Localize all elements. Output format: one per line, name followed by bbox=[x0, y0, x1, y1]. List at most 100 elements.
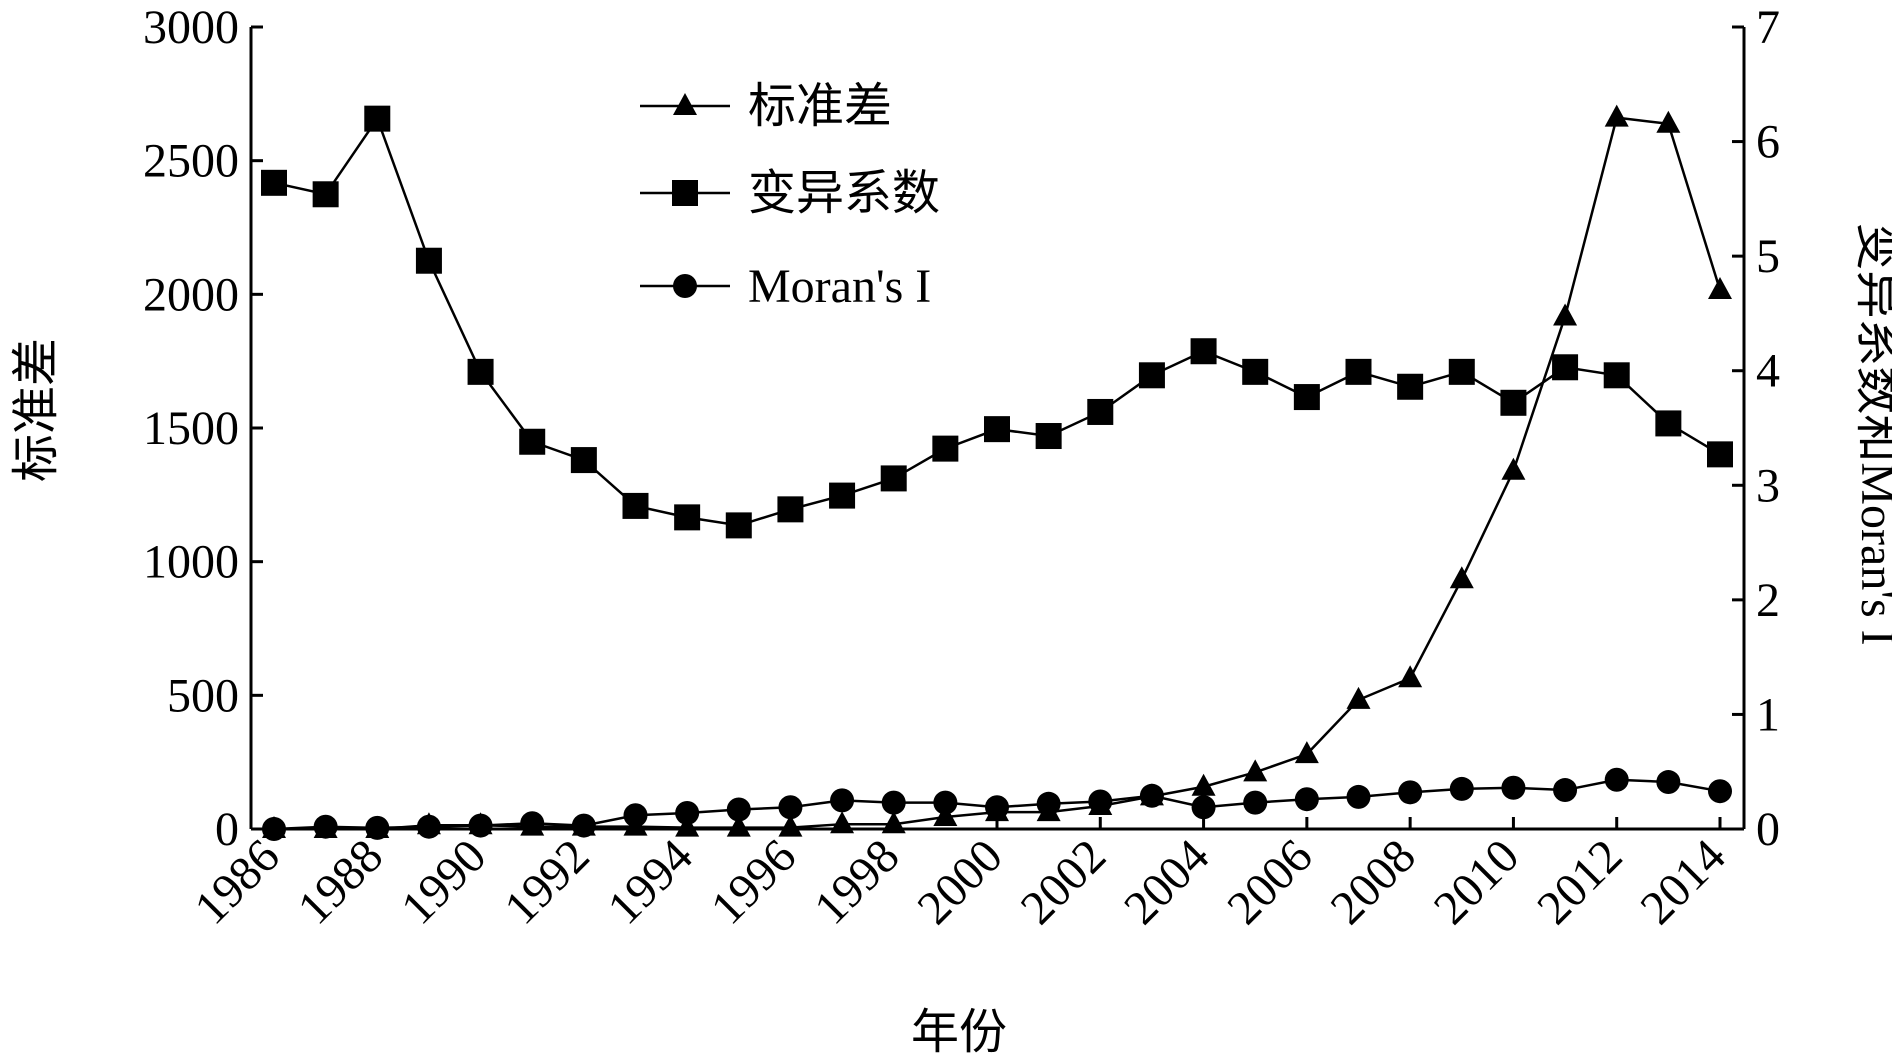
circle-marker bbox=[1604, 767, 1629, 792]
square-marker bbox=[725, 512, 752, 539]
y-tick-label: 1000 bbox=[143, 536, 239, 589]
y-tick-label: 2000 bbox=[143, 268, 239, 321]
circle-marker bbox=[1243, 790, 1268, 815]
circle-marker bbox=[1708, 779, 1732, 804]
y-tick-label: 1500 bbox=[143, 402, 239, 455]
y2-tick-label: 7 bbox=[1756, 1, 1780, 54]
square-marker bbox=[1293, 384, 1320, 411]
circle-marker bbox=[313, 814, 338, 839]
triangle-marker bbox=[1398, 665, 1423, 688]
square-marker bbox=[829, 482, 856, 509]
square-marker bbox=[415, 247, 442, 274]
triangle-marker bbox=[1501, 457, 1526, 480]
y-tick-label: 2500 bbox=[143, 135, 239, 188]
square-marker bbox=[1190, 338, 1217, 365]
y2-tick-label: 4 bbox=[1756, 345, 1780, 398]
circle-marker bbox=[571, 813, 596, 838]
y2-tick-label: 6 bbox=[1756, 116, 1780, 169]
legend-marker bbox=[672, 180, 698, 206]
square-marker bbox=[1448, 358, 1475, 385]
circle-marker bbox=[1294, 787, 1319, 812]
triangle-marker bbox=[726, 814, 751, 837]
x-tick-label: 1986 bbox=[184, 829, 289, 934]
y2-tick-label: 3 bbox=[1756, 459, 1780, 512]
square-marker bbox=[880, 465, 907, 492]
x-tick-label: 2004 bbox=[1114, 829, 1219, 934]
legend-label: Moran's I bbox=[748, 260, 931, 313]
series-line bbox=[273, 115, 1721, 527]
square-marker bbox=[519, 428, 546, 455]
x-tick-label: 2014 bbox=[1630, 829, 1735, 934]
triangle-marker bbox=[881, 811, 906, 834]
square-marker bbox=[467, 358, 494, 385]
square-marker bbox=[1138, 362, 1165, 389]
circle-marker bbox=[1449, 776, 1474, 801]
circle-marker bbox=[1501, 775, 1526, 800]
square-marker bbox=[312, 181, 339, 208]
legend-label: 标准差 bbox=[748, 80, 892, 133]
series-line bbox=[274, 116, 1722, 831]
y2-tick-label: 0 bbox=[1756, 803, 1780, 856]
circle-marker bbox=[1553, 778, 1578, 803]
square-marker bbox=[261, 169, 287, 196]
triangle-marker bbox=[1449, 566, 1474, 589]
x-axis-label: 年份 bbox=[911, 1006, 1007, 1059]
square-marker bbox=[570, 447, 597, 474]
triangle-marker bbox=[1191, 773, 1216, 796]
circle-marker bbox=[830, 788, 855, 813]
circle-marker bbox=[1139, 783, 1164, 808]
x-tick-label: 1994 bbox=[598, 829, 703, 934]
legend-marker bbox=[673, 93, 697, 115]
circle-marker bbox=[1346, 784, 1371, 809]
triangle-marker bbox=[1656, 110, 1681, 133]
circle-marker bbox=[726, 797, 751, 822]
square-marker bbox=[1035, 423, 1062, 450]
legend-label: 变异系数 bbox=[748, 167, 940, 220]
circle-marker bbox=[262, 817, 286, 841]
circle-marker bbox=[365, 815, 390, 840]
triangle-marker bbox=[1346, 686, 1371, 709]
y-tick-label: 500 bbox=[167, 669, 239, 722]
square-marker bbox=[1552, 354, 1579, 381]
x-tick-label: 1996 bbox=[701, 829, 806, 934]
square-marker bbox=[1345, 358, 1372, 385]
circle-marker bbox=[985, 795, 1009, 820]
x-tick-label: 1998 bbox=[804, 829, 909, 934]
triangle-marker bbox=[1243, 759, 1268, 782]
square-marker bbox=[777, 496, 804, 523]
x-tick-label: 1992 bbox=[494, 829, 599, 934]
square-marker bbox=[1707, 441, 1733, 468]
square-marker bbox=[1603, 362, 1630, 389]
y2-tick-label: 1 bbox=[1756, 688, 1780, 741]
circle-marker bbox=[1656, 770, 1681, 795]
triangle-marker bbox=[1294, 741, 1319, 764]
circle-marker bbox=[1191, 795, 1216, 820]
square-marker bbox=[1087, 398, 1114, 425]
x-tick-label: 2008 bbox=[1321, 829, 1426, 934]
square-marker bbox=[1655, 410, 1682, 437]
triangle-marker bbox=[1708, 277, 1732, 300]
circle-marker bbox=[881, 790, 906, 815]
square-marker bbox=[932, 435, 959, 462]
triangle-marker bbox=[830, 811, 855, 834]
x-tick-label: 2000 bbox=[907, 829, 1012, 934]
y2-tick-label: 5 bbox=[1756, 230, 1780, 283]
circle-marker bbox=[933, 790, 958, 815]
triangle-marker bbox=[1604, 104, 1629, 127]
y2-tick-label: 2 bbox=[1756, 574, 1780, 627]
circle-marker bbox=[520, 811, 545, 836]
legend-marker bbox=[673, 274, 697, 298]
circle-marker bbox=[1088, 789, 1113, 814]
triangle-marker bbox=[778, 814, 803, 837]
y-axis-label: 标准差 bbox=[10, 338, 63, 482]
triangle-marker bbox=[1553, 303, 1578, 326]
x-tick-label: 1990 bbox=[391, 829, 496, 934]
y2-axis-label: 变异系数和Moran's I bbox=[1851, 222, 1892, 645]
square-marker bbox=[1500, 389, 1527, 416]
square-marker bbox=[984, 416, 1010, 443]
triangle-marker bbox=[675, 814, 700, 837]
square-marker bbox=[674, 504, 701, 531]
x-tick-label: 2002 bbox=[1011, 829, 1116, 934]
circle-marker bbox=[468, 813, 493, 838]
x-tick-label: 2010 bbox=[1424, 829, 1529, 934]
